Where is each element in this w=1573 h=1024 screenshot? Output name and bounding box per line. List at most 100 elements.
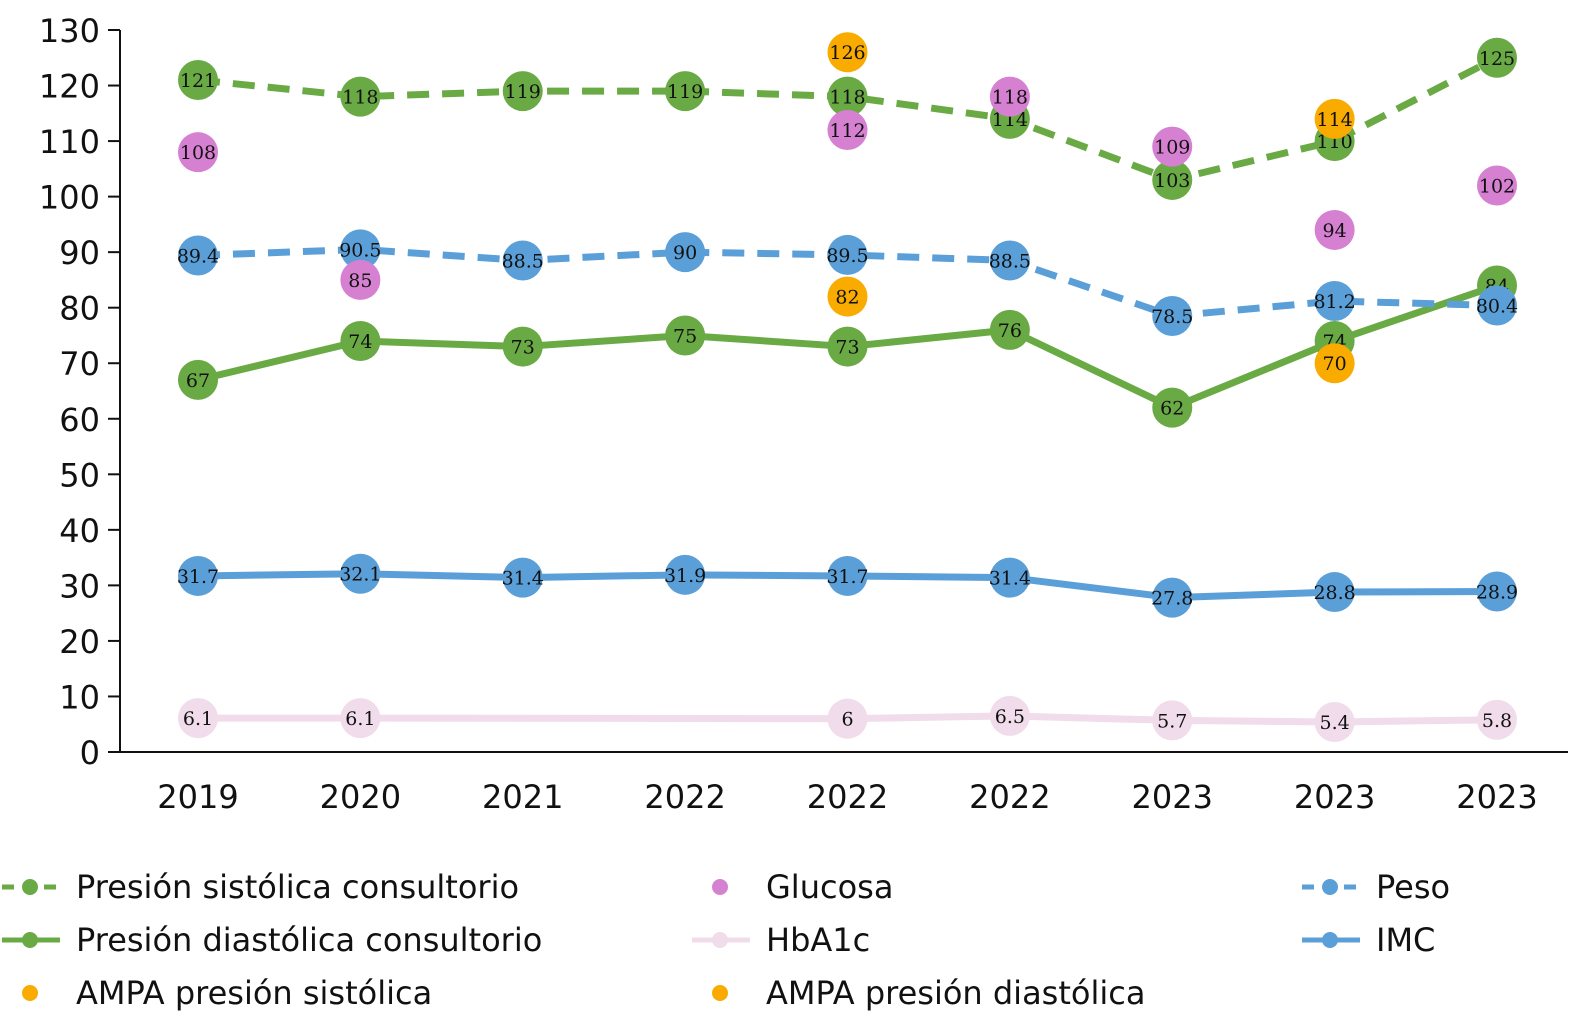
legend-marker-icon (22, 879, 38, 895)
legend-label: Presión sistólica consultorio (76, 868, 519, 906)
legend-item-presion-diastolica-consultorio: Presión diastólica consultorio (2, 921, 542, 959)
y-tick-label: 10 (59, 678, 100, 716)
peso-data-label: 89.4 (177, 245, 219, 267)
imc-data-label: 31.4 (989, 568, 1031, 590)
ampa-presion-diastolica-data-label: 70 (1323, 353, 1347, 375)
hba1c-point (178, 698, 218, 739)
peso-point (827, 234, 868, 275)
imc-data-label: 28.8 (1313, 582, 1355, 604)
imc-data-label: 31.4 (502, 568, 544, 590)
hba1c-point (1152, 700, 1193, 741)
presion-sistolica-consultorio-data-label: 118 (829, 87, 865, 109)
legend-label: IMC (1376, 921, 1435, 959)
glucosa-data-label: 108 (180, 142, 216, 164)
presion-sistolica-consultorio-point (340, 76, 381, 117)
legend-marker-icon (712, 879, 728, 895)
peso-point (178, 235, 218, 276)
peso-point (340, 229, 381, 270)
ampa-presion-sistolica-data-label: 114 (1316, 109, 1352, 131)
peso-point (1477, 285, 1517, 326)
hba1c-point (340, 698, 381, 739)
glucosa-point (827, 109, 868, 150)
x-tick-label: 2020 (320, 778, 401, 816)
y-tick-label: 60 (59, 401, 100, 439)
presion-sistolica-consultorio-point (1152, 159, 1193, 200)
presion-diastolica-consultorio-data-label: 73 (511, 337, 535, 359)
presion-sistolica-consultorio-data-label: 118 (342, 87, 378, 109)
ampa-presion-diastolica-point (827, 276, 868, 317)
peso-data-label: 78.5 (1151, 306, 1193, 328)
y-tick-label: 100 (39, 179, 100, 217)
presion-diastolica-consultorio-point (827, 326, 868, 367)
presion-diastolica-consultorio-data-label: 75 (673, 325, 697, 347)
legend-marker-icon (712, 932, 728, 948)
peso-data-label: 88.5 (989, 250, 1031, 272)
legend-item-ampa-presion-sistolica: AMPA presión sistólica (22, 974, 432, 1012)
y-tick-label: 80 (59, 290, 100, 328)
x-tick-label: 2022 (644, 778, 725, 816)
hba1c-point (989, 695, 1030, 736)
presion-sistolica-consultorio-data-label: 119 (505, 81, 541, 103)
peso-data-label: 89.5 (826, 245, 868, 267)
glucosa-data-label: 85 (348, 270, 372, 292)
ampa-presion-diastolica-data-label: 82 (835, 287, 859, 309)
y-tick-label: 110 (39, 123, 100, 161)
presion-sistolica-consultorio-data-label: 125 (1479, 48, 1515, 70)
ampa-presion-diastolica-point (1314, 343, 1355, 384)
presion-sistolica-consultorio-data-label: 121 (180, 70, 216, 92)
y-tick-label: 90 (59, 234, 100, 272)
hba1c-data-label: 5.7 (1157, 710, 1187, 732)
imc-point (178, 555, 218, 596)
imc-data-label: 31.9 (664, 565, 706, 587)
legend-label: Presión diastólica consultorio (76, 921, 542, 959)
y-tick-label: 130 (39, 12, 100, 50)
presion-sistolica-consultorio-point (1477, 37, 1517, 78)
imc-point (827, 555, 868, 596)
imc-point (1152, 577, 1193, 618)
legend-label: Glucosa (766, 868, 893, 906)
x-tick-label: 2022 (969, 778, 1050, 816)
hba1c-point (1314, 702, 1355, 743)
series-points: 6.1 6.1 6 6.5 5.7 5.4 5.8 31.7 32.1 31.4 31.9 31.7 3… (177, 32, 1518, 743)
legend-label: HbA1c (766, 921, 870, 959)
presion-diastolica-consultorio-point (665, 315, 706, 356)
legend-item-peso: Peso (1302, 868, 1450, 906)
peso-data-label: 80.4 (1476, 295, 1518, 317)
imc-data-label: 31.7 (826, 566, 868, 588)
y-tick-label: 20 (59, 623, 100, 661)
glucosa-point (1314, 209, 1355, 250)
legend-item-glucosa: Glucosa (712, 868, 893, 906)
x-tick-label: 2022 (807, 778, 888, 816)
presion-diastolica-consultorio-point (989, 309, 1030, 350)
glucosa-data-label: 118 (992, 87, 1028, 109)
presion-diastolica-consultorio-data-label: 62 (1160, 398, 1184, 420)
y-tick-label: 50 (59, 456, 100, 494)
hba1c-data-label: 5.8 (1482, 710, 1512, 732)
hba1c-data-label: 6.1 (183, 708, 213, 730)
peso-point (1314, 281, 1355, 322)
ampa-presion-sistolica-point (1314, 98, 1355, 139)
ampa-presion-sistolica-point (827, 32, 868, 73)
peso-point (502, 240, 543, 281)
glucosa-data-label: 109 (1154, 137, 1190, 159)
presion-sistolica-consultorio-point (502, 71, 543, 112)
imc-data-label: 31.7 (177, 566, 219, 588)
x-tick-label: 2023 (1132, 778, 1213, 816)
glucosa-data-label: 112 (829, 120, 865, 142)
presion-sistolica-consultorio-data-label: 103 (1154, 170, 1190, 192)
imc-point (665, 554, 706, 595)
imc-point (1477, 571, 1517, 612)
hba1c-point (1477, 699, 1517, 740)
legend-marker-icon (1322, 932, 1338, 948)
glucosa-data-label: 94 (1323, 220, 1347, 242)
legend-item-presion-sistolica-consultorio: Presión sistólica consultorio (2, 868, 519, 906)
presion-sistolica-consultorio-data-label: 119 (667, 81, 703, 103)
y-tick-label: 120 (39, 68, 100, 106)
presion-diastolica-consultorio-point (178, 359, 218, 400)
glucosa-point (340, 259, 381, 300)
y-tick-label: 70 (59, 345, 100, 383)
legend-marker-icon (1322, 879, 1338, 895)
presion-diastolica-consultorio-data-label: 67 (186, 370, 210, 392)
imc-point (1314, 572, 1355, 613)
y-tick-label: 0 (80, 734, 100, 772)
